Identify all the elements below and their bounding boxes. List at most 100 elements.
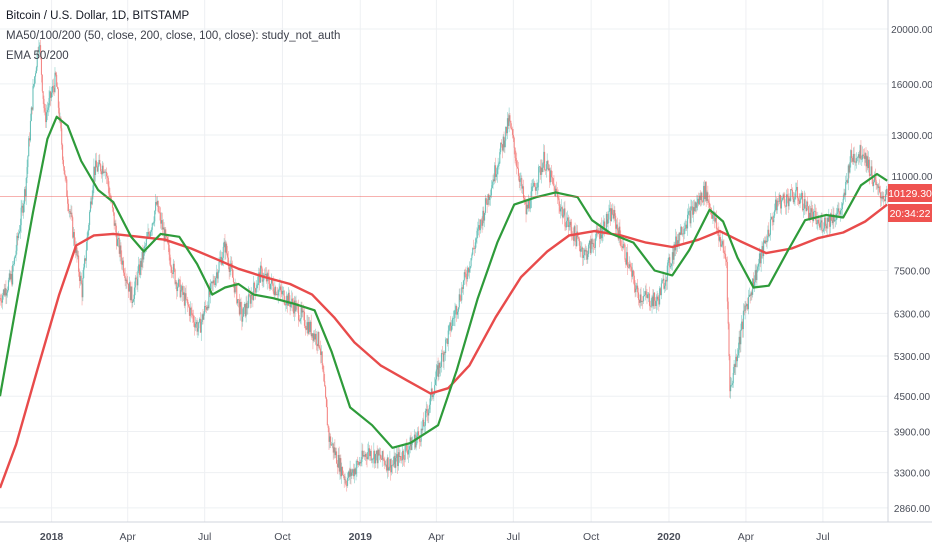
time-tick-label: Jul [816, 531, 829, 543]
candle-body [313, 333, 315, 341]
candle-body [35, 67, 37, 74]
candle-body [129, 282, 131, 301]
candle-body [413, 434, 415, 442]
candle-body [866, 156, 868, 167]
candle-body [416, 435, 418, 439]
candle-body [460, 300, 462, 301]
candle-body [802, 192, 804, 211]
candle-body [429, 404, 431, 410]
candle-body [109, 195, 111, 197]
candle-body [148, 232, 150, 235]
candle-body [51, 92, 53, 98]
candle-body [291, 298, 293, 303]
candle-body [783, 194, 785, 200]
study-ema-label[interactable]: EMA 50/200 [6, 50, 69, 62]
candle-body [128, 282, 130, 292]
price-tick-label: 13000.00 [891, 131, 932, 142]
candle-body [377, 449, 379, 464]
candle-body [683, 229, 685, 235]
candle-body [780, 200, 782, 209]
candle-body [23, 189, 26, 204]
candle-body [188, 304, 190, 307]
candle-body [100, 164, 102, 172]
candle-body [780, 194, 782, 209]
candle-body [620, 236, 622, 246]
candle-body [734, 364, 736, 367]
candle-body [259, 265, 262, 283]
time-axis[interactable]: 2018 Apr Jul Oct 2019 Apr Jul Oct 2020 Apr Jul [40, 531, 830, 543]
candle-body [632, 270, 634, 277]
candle-body [272, 283, 274, 292]
candle-body [71, 212, 73, 218]
candle-body [882, 196, 884, 199]
candle-body [508, 115, 510, 126]
candle-body [684, 228, 686, 230]
candle-body [271, 278, 273, 284]
candle-body [64, 174, 66, 177]
candle-body [819, 222, 821, 228]
candle-body [854, 161, 856, 163]
symbol-title[interactable]: Bitcoin / U.S. Dollar, 1D, BITSTAMP [6, 10, 190, 22]
candle-body [588, 244, 590, 255]
candle-body [559, 205, 561, 212]
candle-body [335, 451, 337, 456]
candle-body [659, 288, 661, 305]
candle-body [220, 256, 222, 260]
candle-body [820, 220, 822, 223]
candle-body [432, 395, 434, 397]
candle-body [155, 202, 158, 205]
candle-body [849, 162, 851, 173]
candle-body [350, 469, 352, 476]
candle-body [631, 267, 633, 277]
candle-body [725, 254, 727, 260]
candle-body [874, 176, 876, 181]
candle-body [748, 294, 750, 297]
candle-body [42, 91, 44, 99]
candle-body [156, 200, 158, 205]
candle-body [199, 318, 201, 333]
candle-body [259, 272, 261, 283]
candle-body [855, 161, 857, 163]
candle-body [276, 294, 278, 296]
study-ma-label[interactable]: MA50/100/200 (50, close, 200, close, 100… [6, 30, 341, 42]
time-tick-label: 2020 [657, 531, 681, 543]
candle-body [96, 167, 98, 172]
candle-body [433, 393, 435, 396]
candle-body [806, 201, 808, 212]
candle-body [29, 120, 31, 141]
candle-body [688, 210, 690, 212]
candle-body [346, 484, 348, 486]
candle-body [244, 303, 246, 317]
candle-body [595, 229, 597, 239]
candle-body [785, 205, 787, 207]
candle-body [574, 226, 576, 237]
candle-body [297, 306, 300, 321]
candle-body [441, 353, 443, 354]
candle-body [425, 409, 427, 412]
candle-body [341, 466, 344, 476]
candle-body [195, 322, 197, 324]
candle-body [840, 209, 843, 211]
candle-body [670, 266, 672, 268]
candle-body [533, 182, 535, 187]
candle-body [827, 217, 829, 222]
candle-body [712, 214, 714, 219]
candle-body [73, 232, 75, 246]
candle-body [26, 167, 28, 178]
candle-body [527, 204, 529, 209]
candle-body [299, 319, 301, 322]
candle-body [150, 229, 152, 232]
candle-body [850, 150, 852, 163]
candle-body [769, 219, 771, 235]
price-axis[interactable]: 20000.00 16000.00 13000.00 11000.00 7500.00 6… [891, 25, 932, 515]
candle-body [477, 228, 479, 231]
candle-body [161, 220, 163, 230]
moving-average-lines [0, 115, 888, 489]
candle-body [686, 224, 688, 229]
price-axis-background[interactable] [888, 0, 932, 522]
candle-body [82, 277, 84, 298]
candle-body [568, 225, 570, 228]
candle-body [72, 217, 74, 238]
